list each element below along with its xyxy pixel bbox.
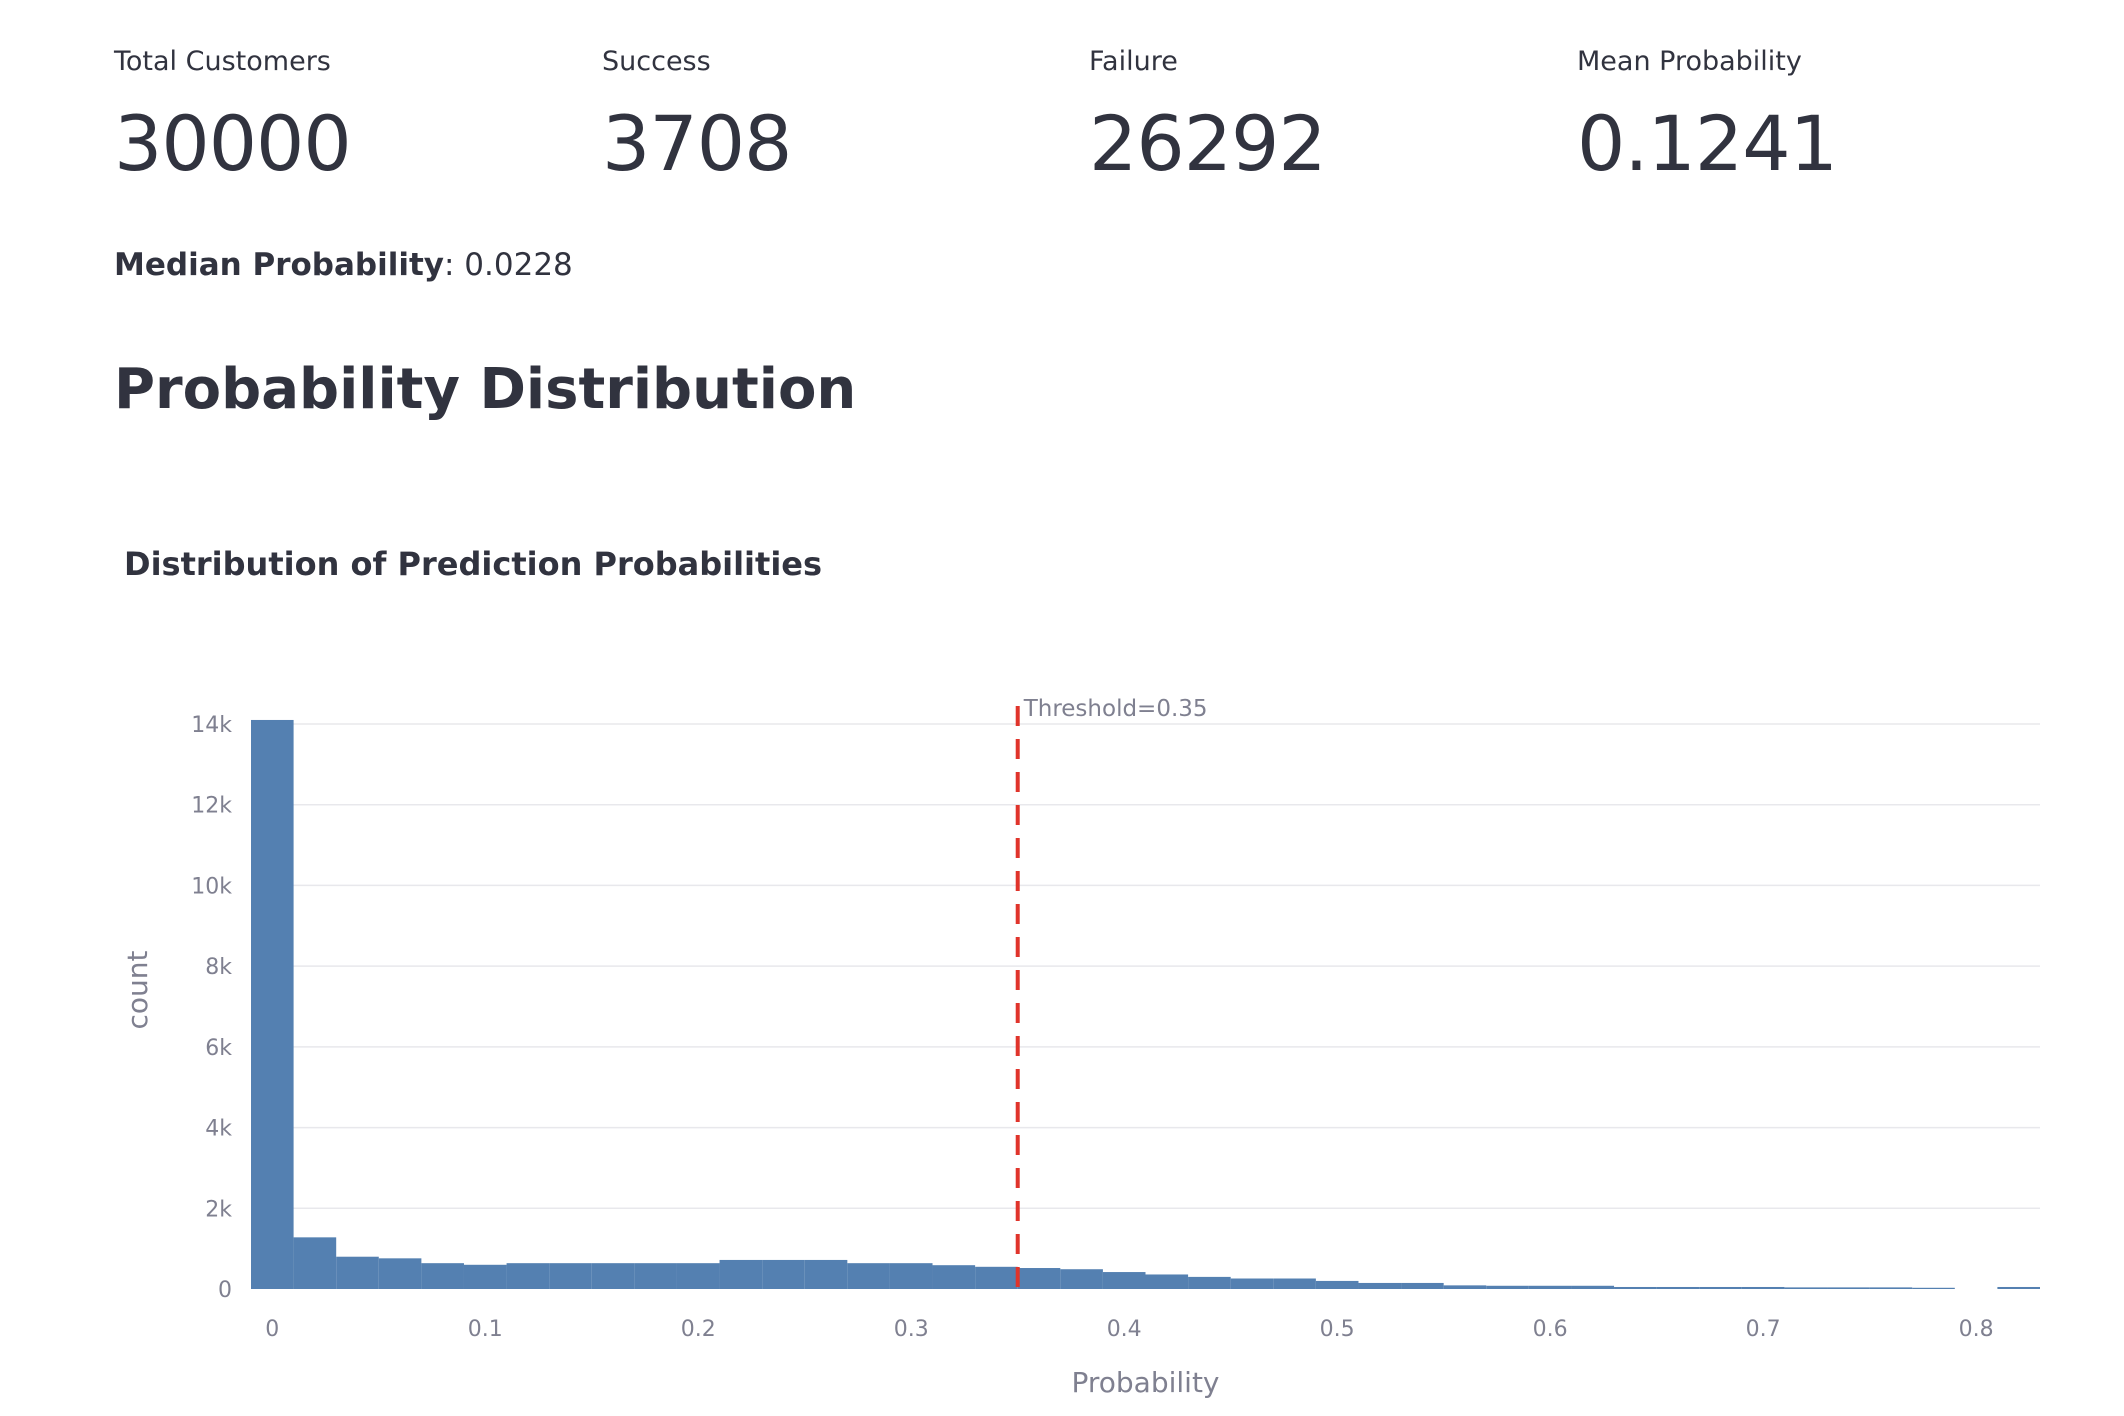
histogram-bar[interactable] xyxy=(336,1256,379,1289)
histogram-bar[interactable] xyxy=(1656,1286,1700,1289)
y-tick-label: 6k xyxy=(205,1036,232,1061)
x-tick-label: 0.4 xyxy=(1107,1317,1142,1342)
metric-value: 30000 xyxy=(114,99,352,188)
metric-label: Success xyxy=(602,46,711,77)
histogram-bar[interactable] xyxy=(1358,1282,1402,1289)
histogram-bar[interactable] xyxy=(889,1263,933,1289)
histogram-bar[interactable] xyxy=(1571,1285,1615,1289)
x-tick-label: 0.1 xyxy=(468,1317,503,1342)
histogram-bar[interactable] xyxy=(506,1263,550,1289)
histogram-bar[interactable] xyxy=(1188,1276,1231,1289)
histogram-bar[interactable] xyxy=(1869,1287,1913,1289)
histogram-bar[interactable] xyxy=(762,1259,805,1289)
histogram-bar[interactable] xyxy=(847,1263,890,1289)
histogram-bar[interactable] xyxy=(1486,1285,1529,1289)
histogram-bar[interactable] xyxy=(634,1263,677,1289)
histogram-bar[interactable] xyxy=(591,1263,635,1289)
x-tick-label: 0.6 xyxy=(1533,1317,1568,1342)
histogram-bar[interactable] xyxy=(463,1264,507,1289)
y-tick-label: 0 xyxy=(218,1278,232,1303)
histogram-bar[interactable] xyxy=(719,1259,763,1289)
chart-title: Distribution of Prediction Probabilities xyxy=(124,545,823,583)
y-tick-label: 12k xyxy=(191,794,232,819)
y-axis-title: count xyxy=(121,950,154,1029)
x-tick-label: 0.2 xyxy=(681,1317,716,1342)
metric-mean-probability: Mean Probability 0.1241 xyxy=(1577,42,2017,192)
metric-label: Failure xyxy=(1089,46,1178,77)
histogram-bar[interactable] xyxy=(1528,1285,1572,1289)
histogram-bar[interactable] xyxy=(1741,1286,1785,1289)
metric-success: Success 3708 xyxy=(602,42,1042,192)
metric-label: Total Customers xyxy=(114,46,331,77)
histogram-bar[interactable] xyxy=(1827,1287,1870,1289)
histogram-bar[interactable] xyxy=(1017,1268,1061,1289)
median-value: 0.0228 xyxy=(464,247,573,283)
histogram-bar[interactable] xyxy=(378,1258,422,1289)
y-tick-label: 14k xyxy=(191,713,232,738)
histogram-bar[interactable] xyxy=(1230,1278,1274,1289)
y-tick-label: 8k xyxy=(205,955,232,980)
histogram-bar[interactable] xyxy=(421,1263,464,1289)
x-tick-label: 0.8 xyxy=(1959,1317,1994,1342)
histogram-bar[interactable] xyxy=(1614,1286,1657,1289)
metric-value: 26292 xyxy=(1089,99,1327,188)
y-tick-label: 2k xyxy=(205,1197,232,1222)
histogram-bar[interactable] xyxy=(293,1237,337,1289)
histogram-bar[interactable] xyxy=(975,1266,1018,1289)
histogram-bar[interactable] xyxy=(804,1259,848,1289)
x-tick-label: 0 xyxy=(265,1317,279,1342)
section-title: Probability Distribution xyxy=(114,357,857,422)
histogram-bar[interactable] xyxy=(1315,1280,1359,1289)
x-axis-title: Probability xyxy=(1071,1366,1219,1399)
x-tick-label: 0.3 xyxy=(894,1317,929,1342)
metric-label: Mean Probability xyxy=(1577,46,1802,77)
histogram-bar[interactable] xyxy=(1102,1272,1146,1289)
median-probability: Median Probability: 0.0228 xyxy=(114,247,573,283)
histogram-bar[interactable] xyxy=(1401,1282,1444,1289)
metric-value: 3708 xyxy=(602,99,792,188)
x-tick-label: 0.5 xyxy=(1320,1317,1355,1342)
histogram-bar[interactable] xyxy=(932,1265,976,1289)
histogram-bar[interactable] xyxy=(1273,1278,1316,1289)
x-tick-label: 0.7 xyxy=(1746,1317,1781,1342)
median-label: Median Probability xyxy=(114,247,444,283)
histogram-bar[interactable] xyxy=(1145,1274,1189,1289)
histogram-bar[interactable] xyxy=(1997,1286,2040,1289)
metric-value: 0.1241 xyxy=(1577,99,1838,188)
histogram-bar[interactable] xyxy=(676,1263,720,1289)
histogram-bar[interactable] xyxy=(1060,1269,1103,1289)
histogram-bar[interactable] xyxy=(1699,1286,1742,1289)
metric-total-customers: Total Customers 30000 xyxy=(114,42,554,192)
histogram-bar[interactable] xyxy=(251,719,294,1289)
histogram-bar[interactable] xyxy=(1784,1287,1828,1289)
y-tick-label: 10k xyxy=(191,874,232,899)
histogram-bar[interactable] xyxy=(1912,1287,1955,1289)
histogram-bar[interactable] xyxy=(1443,1285,1487,1289)
y-tick-label: 4k xyxy=(205,1117,232,1142)
metric-failure: Failure 26292 xyxy=(1089,42,1529,192)
threshold-label: Threshold=0.35 xyxy=(1023,696,1208,722)
histogram-bar[interactable] xyxy=(549,1263,592,1289)
